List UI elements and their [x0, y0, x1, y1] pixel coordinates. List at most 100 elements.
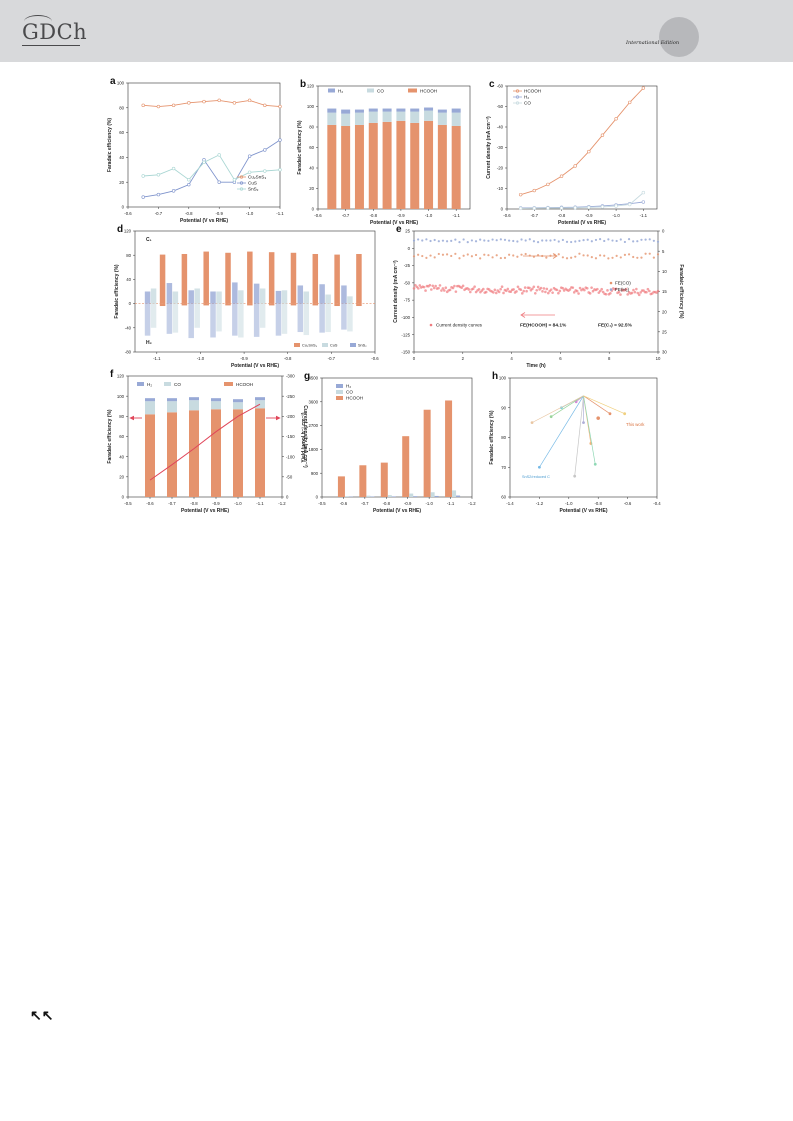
- d-h2-bar-Cu2SnS3: [290, 303, 297, 306]
- e-point-FE-CO: [479, 257, 482, 260]
- a-Cu2SnS3-point: [171, 103, 176, 108]
- d-h2-bar-CuS: [216, 303, 222, 332]
- y-tick-label: 3600: [308, 399, 318, 404]
- e-point-FE-CO: [495, 254, 498, 257]
- e-point-FE-H2: [611, 239, 614, 242]
- e-point-FE-CO: [445, 253, 449, 256]
- back-arrows-icon[interactable]: ↖↖: [30, 1007, 54, 1023]
- panel-letter: b: [300, 79, 306, 90]
- e-point-FE-H2: [586, 238, 589, 241]
- y-tick-label: 80: [126, 253, 131, 258]
- f-legend-swatch: [224, 382, 233, 386]
- e-point-FE-CO: [454, 252, 457, 255]
- x-tick-label: -0.9: [212, 501, 220, 506]
- c-CO-point: [641, 190, 646, 195]
- panel-letter: e: [396, 224, 402, 235]
- e-point-current-density: [549, 288, 553, 291]
- e-point-current-density: [532, 285, 536, 289]
- c-CO-point: [573, 206, 577, 210]
- g-bar-HCOOH: [359, 465, 367, 497]
- e-point-FE-CO: [524, 252, 527, 256]
- d-c1-bar-CuS: [259, 288, 266, 304]
- e-point-FE-H2: [590, 240, 593, 243]
- e-point-FE-CO: [594, 257, 598, 260]
- g-bar-CO: [344, 496, 349, 497]
- e-point-current-density: [505, 289, 508, 293]
- y2-tick-label: 30: [662, 350, 667, 355]
- e-point-current-density: [438, 284, 442, 287]
- d-h2-bar-SnS2: [210, 303, 216, 338]
- e-point-FE-H2: [652, 239, 655, 242]
- e-point-current-density: [448, 288, 452, 292]
- e-point-current-density: [632, 288, 635, 292]
- d-c1-bar-CuS: [325, 294, 331, 304]
- f-bar-HCOOH: [255, 408, 265, 497]
- e-point-current-density: [531, 287, 534, 291]
- x-tick-label: -1.1: [256, 501, 264, 506]
- y-tick-label: 0: [316, 495, 319, 500]
- e-point-FE-H2: [532, 240, 536, 243]
- d-h2-bar-CuS: [150, 303, 157, 328]
- b-bar-CO: [424, 110, 434, 121]
- e-legend-label: FE(H₂): [615, 287, 630, 292]
- e-point-FE-H2: [495, 239, 498, 242]
- c-CO-point: [628, 202, 632, 207]
- e-point-current-density: [636, 291, 640, 295]
- a-Cu2SnS3-point: [187, 101, 191, 105]
- e-point-current-density: [561, 286, 565, 290]
- e-point-FE-CO: [561, 256, 564, 259]
- e-point-current-density: [484, 290, 488, 294]
- e-point-current-density: [460, 286, 463, 290]
- e-point-FE-CO: [648, 252, 651, 255]
- g-bar-H2: [434, 495, 439, 497]
- e-point-current-density: [633, 290, 637, 294]
- d-c1-bar-CuS: [281, 290, 288, 304]
- y2-tick-label: 10: [662, 269, 667, 274]
- g-bar-H2: [456, 495, 461, 497]
- d-c1-bar-Cu2SnS3: [203, 251, 209, 304]
- d-c1-bar-Cu2SnS3: [181, 253, 188, 304]
- e-point-FE-H2: [644, 238, 647, 241]
- b-legend-swatch: [367, 88, 374, 93]
- x-tick-label: -0.8: [185, 211, 193, 216]
- f-bar-CO: [189, 400, 199, 411]
- e-point-FE-CO: [425, 256, 428, 259]
- d-c1-bar-SnS2: [253, 283, 260, 304]
- e-point-current-density: [412, 287, 416, 290]
- f-arrow-left-head: [129, 415, 135, 421]
- e-point-current-density: [601, 290, 605, 294]
- g-legend-label: CO: [346, 390, 353, 395]
- e-point-FE-CO: [565, 257, 569, 260]
- e-point-current-density: [454, 290, 458, 293]
- d-h2-bar-Cu2SnS3: [356, 303, 362, 307]
- h-reference-line: [539, 395, 584, 468]
- e-point-FE-H2: [570, 240, 573, 244]
- y2-tick-label: 20: [662, 309, 667, 314]
- e-point-FE-H2: [561, 238, 564, 242]
- h-this-work-point: [596, 416, 600, 420]
- e-point-current-density: [467, 288, 471, 291]
- e-point-FE-CO: [636, 256, 639, 259]
- e-point-current-density: [432, 286, 436, 290]
- x-tick-label: -1.0: [565, 501, 573, 506]
- g-bar-HCOOH: [402, 436, 410, 497]
- y-tick-label: -20: [497, 166, 504, 171]
- e-point-current-density: [626, 293, 629, 296]
- e-legend-marker: [609, 281, 613, 285]
- x-tick-label: -1.0: [425, 501, 433, 506]
- e-point-current-density: [542, 287, 546, 290]
- e-point-FE-H2: [607, 238, 610, 241]
- x-tick-label: -0.6: [146, 501, 154, 506]
- e-legend-marker: [429, 323, 433, 327]
- y-tick-label: 80: [119, 414, 124, 419]
- d-h2-bar-SnS2: [144, 303, 151, 336]
- a-SnS2-point: [156, 173, 161, 177]
- a-CuS-point: [217, 180, 221, 184]
- x-tick-label: -0.6: [624, 501, 632, 506]
- d-c1-bar-CuS: [194, 288, 200, 304]
- d-legend-swatch: [322, 343, 328, 347]
- d-legend-label: SnS₂: [358, 344, 367, 348]
- d-h2-bar-CuS: [238, 303, 244, 338]
- x-axis-label: Potential (V vs RHE): [231, 363, 279, 369]
- e-point-FE-CO: [441, 253, 445, 256]
